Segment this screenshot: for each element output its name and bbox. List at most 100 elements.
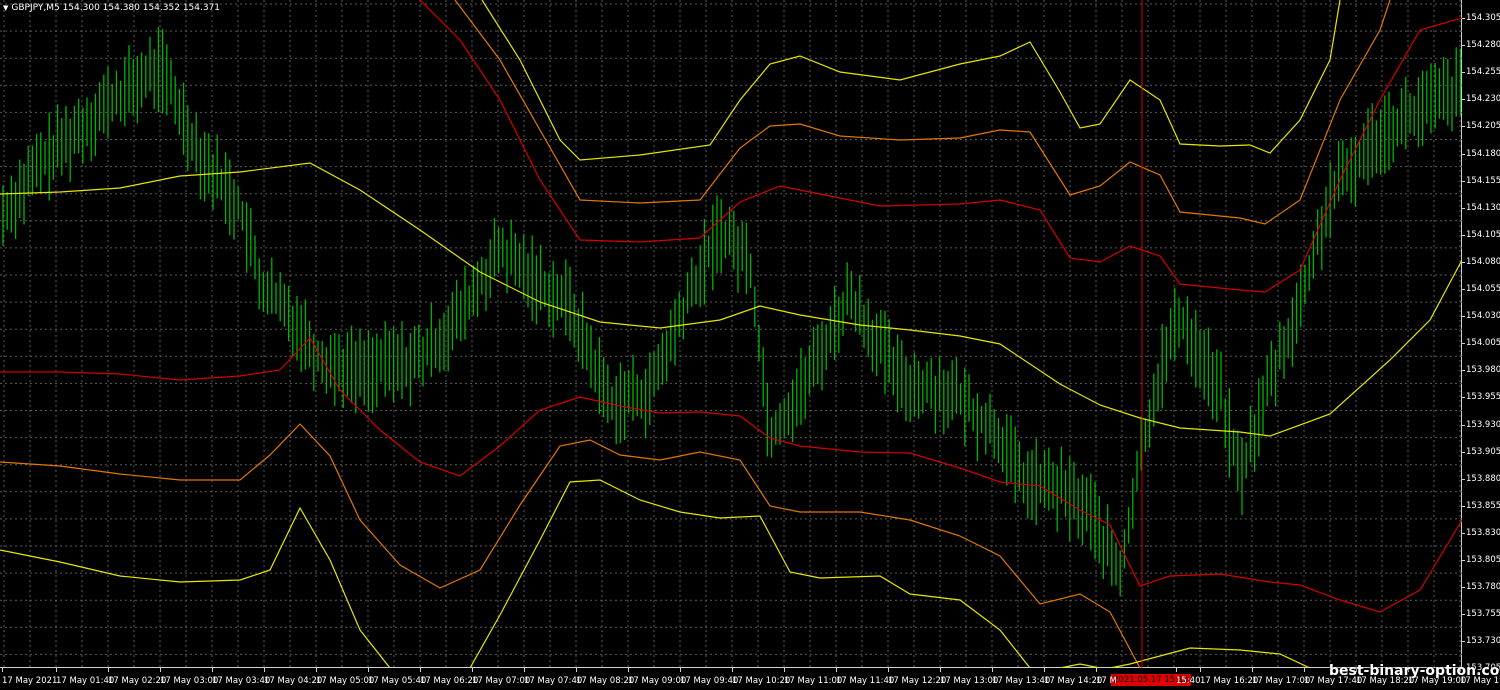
price-axis-tick <box>1462 397 1465 399</box>
price-axis-tick <box>1462 180 1465 182</box>
time-axis-tick <box>1408 668 1409 672</box>
ohlc-values: 154.300 154.380 154.352 154.371 <box>62 3 221 13</box>
price-axis-label: 153.730 <box>1466 636 1500 647</box>
time-axis-label: 15:40 <box>1176 676 1201 686</box>
price-axis-tick <box>1462 478 1465 480</box>
time-axis-label: 17 May 09:40 <box>680 676 739 686</box>
upper-band-2-line <box>454 0 1391 225</box>
price-axis-tick <box>1462 370 1465 372</box>
price-axis-tick <box>1462 560 1465 561</box>
time-axis-label: 17 May 2021 <box>2 676 58 686</box>
time-axis[interactable]: 2021.05.17 15:15 17 May 2021 17 May 01:40… <box>0 668 1500 690</box>
lower-band-3-line <box>1059 663 1101 668</box>
price-axis-tick <box>1462 45 1465 47</box>
time-axis-tick <box>680 668 681 672</box>
time-axis-tick <box>628 668 629 672</box>
symbol-header: ▼ GBPJPY,M5 154.300 154.380 154.352 154.3… <box>3 3 220 13</box>
time-axis-tick <box>732 668 733 672</box>
price-axis-label: 154.005 <box>1466 338 1500 349</box>
middle-band-line <box>0 162 1462 437</box>
price-axis-tick <box>1462 153 1465 155</box>
upper-band-1-line <box>419 0 1462 293</box>
time-axis-label: 17 May 01:40 <box>56 676 115 686</box>
price-axis[interactable]: 154.305 154.280 154.255 154.230 154.205 154.1… <box>1462 0 1500 673</box>
time-axis-label: 17 May 03:40 <box>212 676 271 686</box>
price-axis-label: 153.905 <box>1466 446 1500 457</box>
time-axis-tick <box>524 668 525 672</box>
price-axis-label: 154.305 <box>1466 13 1500 23</box>
time-axis-tick <box>264 668 265 672</box>
price-axis-label: 153.955 <box>1466 392 1500 403</box>
price-axis-tick <box>1462 614 1465 616</box>
price-axis-label: 154.055 <box>1466 284 1500 294</box>
price-axis-tick <box>1462 261 1465 263</box>
price-axis-label: 154.030 <box>1466 311 1500 322</box>
time-axis-tick <box>1356 668 1357 672</box>
time-axis-label: 17 May 12:20 <box>888 676 947 686</box>
time-axis-tick <box>992 668 993 672</box>
time-axis-label: 17 May 14:20 <box>1044 676 1103 686</box>
price-axis-label: 154.155 <box>1466 175 1500 186</box>
lower-band-3-line <box>0 506 391 668</box>
time-axis-label: 17 May 06:20 <box>420 676 479 686</box>
time-axis-label: 17 May 09:00 <box>628 676 687 686</box>
crosshair-time-label: 2021.05.17 15:15 <box>1111 674 1191 686</box>
price-axis-label: 154.280 <box>1466 40 1500 51</box>
time-axis-tick <box>888 668 889 672</box>
time-axis-tick <box>1252 668 1253 672</box>
price-axis-tick <box>1462 289 1465 290</box>
price-axis-label: 154.230 <box>1466 94 1500 105</box>
time-axis-label: 17 May 05:00 <box>316 676 375 686</box>
time-axis-label: 17 May 13:00 <box>940 676 999 686</box>
time-axis-label: 17 May 16:20 <box>1200 676 1259 686</box>
price-axis-tick <box>1462 18 1465 19</box>
price-axis-label: 154.130 <box>1466 202 1500 213</box>
time-axis-tick <box>1200 668 1201 672</box>
time-axis-tick <box>420 668 421 672</box>
price-axis-label: 153.755 <box>1466 609 1500 620</box>
lower-band-3-line <box>1109 647 1311 668</box>
lower-band-3-line <box>469 479 1031 668</box>
price-axis-tick <box>1462 668 1465 670</box>
time-axis-label: 17 May 04:20 <box>264 676 323 686</box>
price-axis-label: 153.780 <box>1466 582 1500 593</box>
time-axis-label: 17 May 11:00 <box>784 676 843 686</box>
time-axis-tick <box>836 668 837 672</box>
time-axis-tick <box>1176 668 1177 672</box>
time-axis-label: 17 May 13:40 <box>992 676 1051 686</box>
price-axis-tick <box>1462 424 1465 426</box>
chart-plot-area[interactable]: ▼ GBPJPY,M5 154.300 154.380 154.352 154.3… <box>0 0 1462 668</box>
price-axis-label: 154.080 <box>1466 256 1500 267</box>
time-axis-tick <box>368 668 369 672</box>
symbol-name: GBPJPY,M5 <box>11 3 60 13</box>
price-axis-label: 153.880 <box>1466 473 1500 484</box>
price-axis-label: 153.705 <box>1466 663 1500 674</box>
price-axis-tick <box>1462 532 1465 534</box>
time-axis-tick <box>940 668 941 672</box>
time-axis-label: 17 May 11:40 <box>836 676 895 686</box>
price-axis-tick <box>1462 451 1465 453</box>
price-axis-label: 153.855 <box>1466 500 1500 511</box>
time-axis-label: 17 May 17:00 <box>1252 676 1311 686</box>
time-axis-label: 17 May 19: <box>1460 676 1500 686</box>
price-axis-tick <box>1462 207 1465 209</box>
price-axis-tick <box>1462 641 1465 643</box>
price-axis-tick <box>1462 343 1465 345</box>
price-axis-label: 153.980 <box>1466 365 1500 376</box>
time-axis-label: 17 M <box>1096 676 1117 686</box>
time-axis-tick <box>784 668 785 672</box>
time-axis-label: 17 May 07:00 <box>472 676 531 686</box>
price-axis-label: 153.830 <box>1466 527 1500 538</box>
time-axis-tick <box>1044 668 1045 672</box>
time-axis-label: 17 May 07:40 <box>524 676 583 686</box>
time-axis-tick <box>472 668 473 672</box>
collapse-triangle-icon[interactable]: ▼ <box>3 4 9 12</box>
time-axis-tick <box>212 668 213 672</box>
time-axis-tick <box>1304 668 1305 672</box>
time-axis-tick <box>1460 668 1461 672</box>
price-axis-tick <box>1462 505 1465 507</box>
lower-band-1-line <box>0 336 1462 613</box>
price-axis-tick <box>1462 99 1465 101</box>
price-axis-tick <box>1462 126 1465 128</box>
watermark: best-binary-option.com <box>1329 663 1500 679</box>
